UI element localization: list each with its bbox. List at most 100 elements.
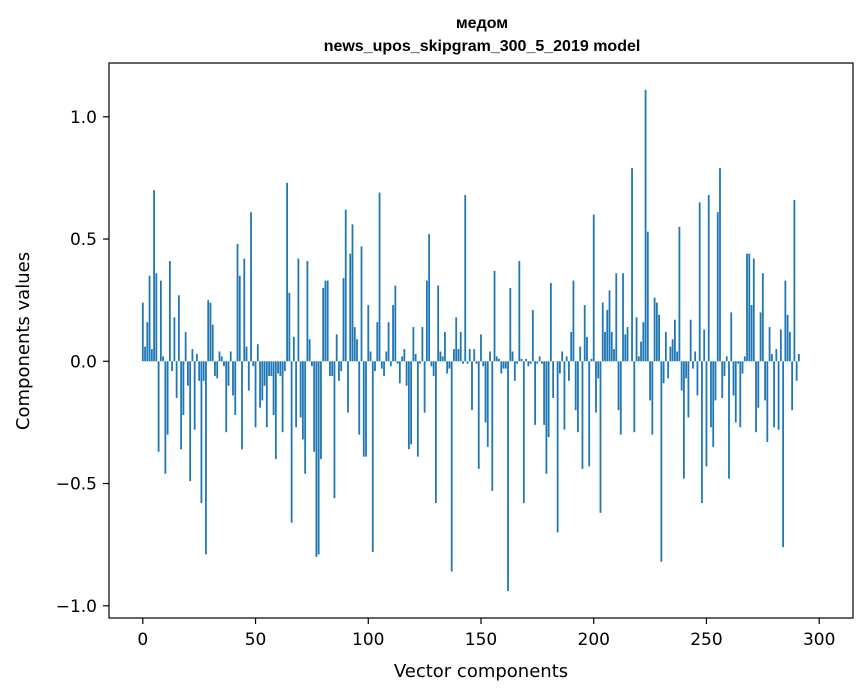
x-axis-ticks: 0 50 100 150 200 250 300: [137, 618, 835, 650]
bar: [432, 361, 435, 376]
bar: [746, 253, 748, 362]
bar: [369, 351, 372, 362]
bar: [570, 331, 573, 362]
bar: [676, 351, 679, 362]
bar: [590, 358, 593, 362]
y-tick-label: −0.5: [56, 475, 97, 495]
bar: [759, 312, 762, 362]
bar: [380, 361, 383, 369]
bar: [680, 361, 683, 391]
bar: [416, 361, 419, 457]
bar: [707, 195, 710, 362]
bar: [398, 361, 401, 384]
bar: [462, 361, 464, 364]
bar: [464, 195, 467, 362]
bar: [311, 361, 313, 367]
bar: [292, 336, 295, 362]
bar: [480, 334, 482, 362]
bar: [193, 361, 196, 430]
bar: [692, 361, 694, 369]
bar: [259, 361, 261, 408]
bar: [347, 361, 349, 413]
bar: [579, 346, 582, 362]
bar: [568, 361, 570, 381]
bar: [394, 285, 397, 362]
bar: [712, 361, 715, 447]
bar: [779, 329, 782, 362]
bar: [450, 361, 453, 572]
bar: [784, 280, 787, 362]
bar: [324, 280, 327, 362]
bar: [236, 243, 239, 362]
bar: [313, 361, 316, 452]
bar: [389, 361, 392, 367]
bar: [597, 361, 600, 379]
bar: [667, 361, 670, 379]
bar: [437, 285, 440, 362]
bar: [252, 361, 255, 367]
bar: [295, 361, 298, 428]
bar: [340, 361, 343, 372]
bar: [288, 292, 291, 362]
bar: [435, 361, 437, 504]
bar: [613, 349, 615, 362]
bar: [184, 331, 187, 362]
bar: [308, 339, 311, 362]
bar: [232, 361, 234, 396]
bar: [459, 331, 462, 362]
bar: [788, 331, 791, 362]
bar: [743, 356, 746, 362]
bar: [331, 361, 334, 376]
bar: [527, 361, 530, 367]
bar: [144, 346, 146, 362]
bar-series: [141, 89, 800, 592]
bar: [678, 226, 681, 362]
bar: [405, 361, 408, 386]
bar: [205, 361, 207, 555]
bar: [786, 314, 789, 362]
bar: [610, 331, 613, 362]
bar: [387, 322, 390, 362]
bar: [153, 190, 155, 362]
bar: [495, 356, 498, 362]
bar: [220, 356, 223, 362]
bar: [374, 361, 376, 372]
bar: [265, 361, 268, 428]
bar: [500, 361, 503, 374]
bar: [171, 361, 174, 372]
y-tick-label: −1.0: [56, 597, 97, 617]
bar: [471, 361, 473, 411]
bar: [606, 309, 609, 362]
bar: [768, 327, 771, 362]
bar: [631, 168, 633, 362]
bar: [473, 349, 476, 362]
bar: [182, 361, 185, 416]
bar: [773, 361, 775, 428]
bar: [513, 361, 516, 381]
bar: [493, 270, 496, 362]
bar: [732, 361, 735, 396]
bar: [250, 212, 252, 362]
bar: [491, 361, 494, 491]
bar: [531, 309, 534, 362]
x-tick-label: 0: [137, 630, 148, 650]
y-tick-label: 0.0: [70, 352, 97, 372]
bar: [414, 353, 417, 362]
bar: [342, 278, 345, 362]
bar: [644, 89, 647, 362]
bar: [223, 361, 225, 367]
bar: [371, 361, 374, 552]
bar: [166, 361, 169, 435]
bar: [716, 212, 719, 362]
bar: [509, 287, 512, 362]
bar: [356, 339, 358, 362]
bar: [556, 361, 559, 533]
bar: [448, 361, 451, 369]
bar: [538, 356, 541, 362]
bar: [333, 361, 336, 499]
bar: [608, 290, 611, 362]
bar: [351, 224, 354, 362]
bar: [734, 361, 737, 423]
